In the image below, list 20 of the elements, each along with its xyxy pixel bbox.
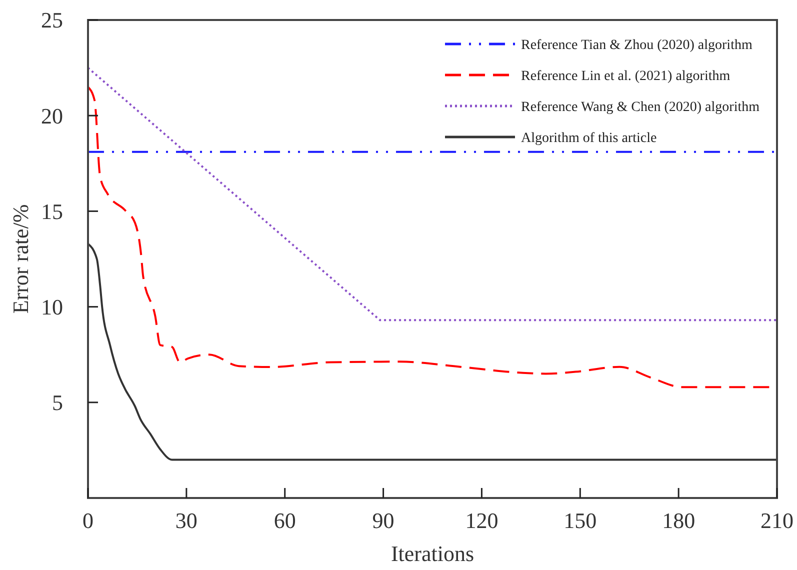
legend-label: Reference Lin et al. (2021) algorithm xyxy=(521,68,730,84)
y-tick-label: 20 xyxy=(41,103,63,128)
y-tick-label: 25 xyxy=(41,8,63,33)
x-tick-label: 30 xyxy=(175,508,198,533)
legend-label: Reference Wang & Chen (2020) algorithm xyxy=(521,100,760,115)
x-tick-label: 150 xyxy=(564,508,597,533)
legend-label: Reference Tian & Zhou (2020) algorithm xyxy=(521,38,752,53)
x-tick-label: 90 xyxy=(372,508,394,533)
x-tick-label: 180 xyxy=(662,508,696,533)
x-tick-label: 0 xyxy=(82,508,94,533)
y-tick-label: 5 xyxy=(52,390,63,416)
x-axis-title: Iterations xyxy=(390,541,474,566)
x-tick-label: 210 xyxy=(760,508,794,533)
legend-label: Algorithm of this article xyxy=(521,130,657,146)
y-tick-label: 10 xyxy=(41,294,63,320)
line-series xyxy=(87,242,778,461)
x-tick-label: 120 xyxy=(465,508,498,533)
y-tick-label: 15 xyxy=(41,198,63,224)
y-axis-title: Error rate/% xyxy=(8,204,33,314)
x-tick-label: 60 xyxy=(274,508,296,533)
